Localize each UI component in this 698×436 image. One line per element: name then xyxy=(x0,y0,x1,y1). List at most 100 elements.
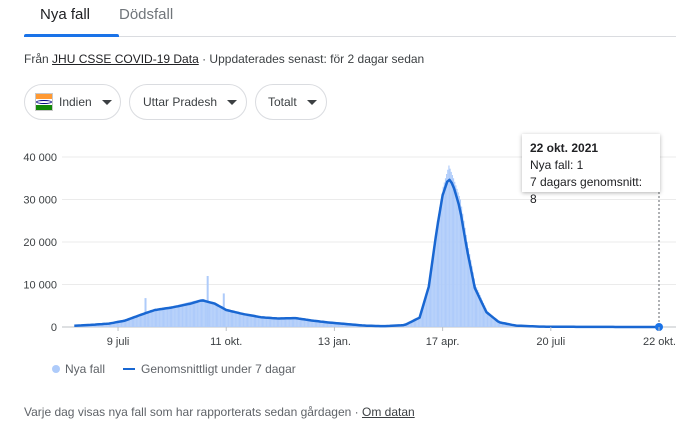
bar xyxy=(200,299,203,327)
bar xyxy=(214,302,216,327)
bar xyxy=(263,316,265,327)
bar xyxy=(213,302,215,327)
bar xyxy=(227,309,229,327)
bar xyxy=(312,320,314,327)
bar xyxy=(152,309,154,327)
bar xyxy=(280,318,282,327)
chart-legend: Nya fall Genomsnittligt under 7 dagar xyxy=(52,362,296,376)
bar xyxy=(253,315,256,327)
bar xyxy=(328,322,330,327)
bar xyxy=(495,318,497,327)
y-tick-label: 0 xyxy=(51,322,57,334)
bar xyxy=(439,207,441,327)
bar xyxy=(417,317,419,327)
bar xyxy=(427,284,429,327)
bar xyxy=(461,206,463,327)
bar xyxy=(237,311,239,327)
bar xyxy=(335,323,337,327)
bar xyxy=(342,323,344,327)
bar xyxy=(238,312,241,327)
bar xyxy=(473,278,475,327)
bar xyxy=(146,311,148,327)
bar xyxy=(432,254,434,327)
bar xyxy=(340,323,342,327)
bar xyxy=(135,316,137,327)
y-tick-label: 10 000 xyxy=(23,280,57,292)
bar xyxy=(259,316,261,327)
state-select[interactable]: Uttar Pradesh xyxy=(129,84,247,120)
bar xyxy=(466,242,468,327)
country-select[interactable]: Indien xyxy=(24,84,121,120)
bar xyxy=(470,260,472,327)
bar xyxy=(204,299,206,327)
bar xyxy=(156,308,158,327)
bar xyxy=(298,318,300,327)
bar xyxy=(503,322,505,327)
bar xyxy=(336,323,338,327)
x-tick-label: 22 okt. xyxy=(643,336,676,348)
bar xyxy=(187,302,189,327)
bar xyxy=(296,317,298,327)
legend-line-swatch xyxy=(123,368,136,370)
about-data-link[interactable]: Om datan xyxy=(361,405,415,419)
bar xyxy=(137,315,139,327)
bar xyxy=(264,317,266,327)
chevron-down-icon xyxy=(306,99,317,105)
bar xyxy=(457,192,459,327)
bar xyxy=(179,304,181,327)
bar xyxy=(325,321,327,327)
bar xyxy=(127,319,129,327)
bar xyxy=(419,316,421,327)
bar xyxy=(411,320,413,327)
chevron-down-icon xyxy=(227,99,238,105)
bar xyxy=(115,321,117,327)
bar xyxy=(131,317,134,327)
bar xyxy=(278,318,280,327)
bar xyxy=(276,317,279,327)
bar xyxy=(428,280,430,327)
mode-select[interactable]: Totalt xyxy=(255,84,327,120)
bar xyxy=(275,317,277,327)
bar xyxy=(305,319,307,327)
bar xyxy=(142,313,144,327)
bar xyxy=(236,311,238,327)
bar xyxy=(283,317,285,327)
bar xyxy=(452,178,455,327)
bar xyxy=(497,320,500,327)
bar xyxy=(165,307,167,327)
bar xyxy=(138,314,140,327)
bar xyxy=(438,213,440,327)
bar xyxy=(189,301,191,327)
y-tick-label: 20 000 xyxy=(23,237,57,249)
bar xyxy=(133,317,135,327)
source-link[interactable]: JHU CSSE COVID-19 Data xyxy=(52,52,199,66)
bar xyxy=(301,318,303,327)
bar xyxy=(196,300,198,327)
bar xyxy=(337,323,340,327)
bar xyxy=(281,317,283,327)
bar xyxy=(475,287,478,327)
bar xyxy=(260,316,262,327)
bar xyxy=(240,312,242,327)
bar xyxy=(326,322,328,327)
tab-deaths[interactable]: Dödsfall xyxy=(119,6,174,23)
bar xyxy=(199,299,201,327)
cases-chart[interactable]: 0 10 000 20 000 30 000 40 000 9 juli 11 okt. 1… xyxy=(0,130,698,355)
bar xyxy=(330,322,333,327)
bar xyxy=(446,174,448,327)
bar xyxy=(499,321,501,327)
bar xyxy=(228,309,230,327)
bar xyxy=(147,311,150,327)
bar xyxy=(149,310,151,327)
tab-new-cases[interactable]: Nya fall xyxy=(40,6,91,23)
country-label: Indien xyxy=(59,95,92,109)
bar xyxy=(100,323,102,327)
bar xyxy=(114,322,116,327)
bar xyxy=(212,302,214,327)
bar xyxy=(234,311,236,327)
bar xyxy=(176,305,178,327)
bar xyxy=(429,271,432,327)
bar xyxy=(406,323,409,327)
bar xyxy=(111,322,113,327)
bar xyxy=(162,307,165,327)
